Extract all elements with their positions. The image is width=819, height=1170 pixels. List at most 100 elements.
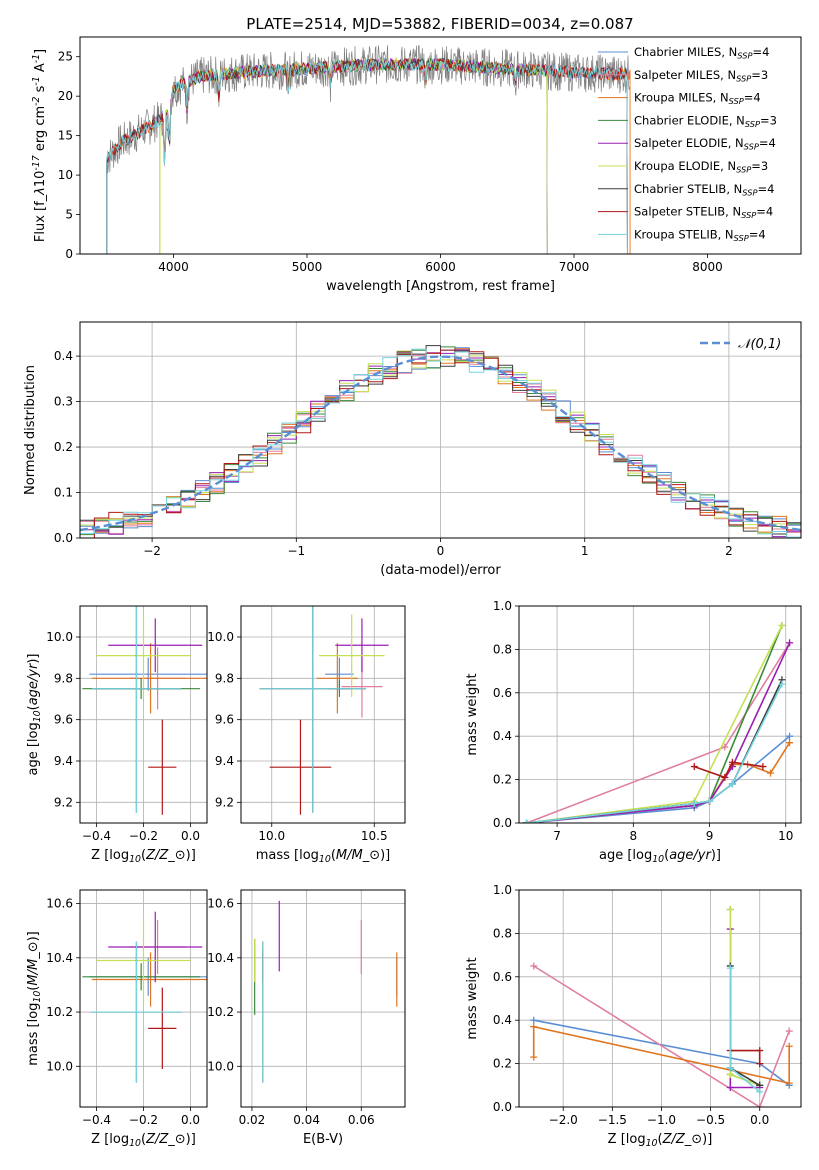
error-bar-point	[318, 614, 385, 697]
y-tick-label: 0.4	[493, 729, 512, 743]
y-tick-label: 1.0	[493, 883, 512, 897]
error-bar-point	[259, 606, 367, 813]
y-tick-label: 10.6	[46, 897, 73, 911]
x-tick-label: 10.0	[258, 829, 285, 843]
y-tick-label: 0.6	[493, 970, 512, 984]
y-tick-label: 0.0	[493, 1100, 512, 1114]
mass-weight-marker	[726, 906, 734, 914]
legend-entry: Chabrier MILES, NSSP=4	[634, 45, 769, 61]
histogram-steps	[80, 345, 801, 538]
error-bar-point	[108, 618, 203, 673]
x-tick-label: −0.2	[129, 829, 158, 843]
mass-weight-series	[532, 1025, 791, 1085]
x-tick-label: 5000	[292, 260, 323, 274]
legend-entry: 𝒩(0,1)	[738, 337, 781, 352]
y-tick-label: 9.4	[54, 754, 73, 768]
y-tick-label: 1.0	[493, 599, 512, 613]
figure-title: PLATE=2514, MJD=53882, FIBERID=0034, z=0…	[246, 15, 633, 33]
mass-weight-marker	[690, 799, 698, 807]
mass-weight-marker	[530, 1053, 538, 1061]
x-tick-label: 0.06	[348, 1113, 375, 1127]
y-tick-label: 9.8	[215, 671, 234, 685]
y-tick-label: 0	[65, 247, 73, 261]
legend-entry: Chabrier STELIB, NSSP=4	[634, 182, 774, 198]
mass-weight-marker	[523, 819, 531, 823]
y-tick-label: 0.6	[493, 686, 512, 700]
y-tick-label: 9.6	[54, 713, 73, 727]
age-vs-mass-panel: 10.0 10.5 9.2 9.4 9.6 9.8 10.0 mass [log10(M/M_…	[207, 605, 406, 865]
x-tick-label: 0.02	[239, 1113, 266, 1127]
x-tick-label: 6000	[425, 260, 456, 274]
mass-weight-series	[694, 761, 764, 779]
x-axis-label: (data-model)/error	[380, 563, 501, 578]
y-tick-label: 10.2	[207, 1005, 234, 1019]
mass-weight-marker	[786, 739, 794, 747]
mass-vs-Z-panel: −0.4 −0.2 0.0 10.0 10.2 10.4 10.6 Z [log10(Z/Z_…	[26, 889, 208, 1149]
spectrum-panel: 4000 5000 6000 7000 8000 0 5 10 15 20 25 wavelength…	[31, 36, 802, 294]
x-tick-label: −1	[287, 544, 305, 558]
mass-weight-marker	[726, 1083, 734, 1091]
error-bar-point	[96, 917, 191, 1004]
y-tick-label: 15	[58, 129, 73, 143]
error-bar-point	[96, 614, 191, 697]
x-axis-label: mass [log10(M/M_⊙)]	[256, 848, 391, 865]
y-tick-label: 9.2	[215, 795, 234, 809]
x-tick-label: 10	[778, 829, 793, 843]
mass-weight-marker	[756, 1060, 764, 1068]
axes-frame	[518, 605, 802, 824]
mass-weight-marker	[530, 962, 538, 970]
x-tick-label: 1	[581, 544, 589, 558]
residuals-legend: 𝒩(0,1)	[700, 337, 781, 352]
y-tick-label: 9.8	[54, 671, 73, 685]
mass-weight-vs-age-panel: 7 8 9 10 0.0 0.2 0.4 0.6 0.8 1.0 age [log10(age/yr…	[465, 599, 802, 865]
x-tick-label: 2	[725, 544, 733, 558]
x-tick-label: −2	[143, 544, 161, 558]
y-axis-label: Flux [f_λ10-17 erg cm-2 s-1 A-1]	[31, 49, 48, 242]
y-tick-label: 5	[65, 208, 73, 222]
mass-weight-marker	[690, 763, 698, 771]
mass-weight-series	[526, 625, 783, 823]
y-tick-label: 10.6	[207, 897, 234, 911]
mass-weight-vs-Z-panel: −2.0 −1.5 −1.0 −0.5 0.0 0.0 0.2 0.4 0.6 0.8 1.0 Z […	[465, 883, 802, 1149]
x-tick-label: 10.5	[361, 829, 388, 843]
y-tick-label: 0.2	[54, 440, 73, 454]
y-tick-label: 0.3	[54, 395, 73, 409]
y-tick-label: 10.2	[46, 1005, 73, 1019]
mass-weight-marker	[726, 964, 734, 972]
y-axis-label: mass weight	[465, 673, 480, 755]
mass-weight-marker	[786, 639, 794, 647]
y-tick-label: 20	[58, 89, 73, 103]
x-tick-label: 0.0	[181, 829, 200, 843]
y-tick-label: 0.8	[493, 642, 512, 656]
legend-entry: Kroupa STELIB, NSSP=4	[634, 227, 766, 243]
x-axis-label: wavelength [Angstrom, rest frame]	[326, 279, 555, 294]
y-tick-label: 0.2	[493, 1057, 512, 1071]
error-bar-point	[316, 643, 358, 714]
y-tick-label: 0.0	[493, 816, 512, 830]
mass-weight-marker	[721, 773, 729, 781]
mass-weight-marker	[785, 1042, 793, 1050]
mass-weight-marker	[767, 769, 775, 777]
y-axis-label: Normed distribution	[23, 365, 38, 495]
x-tick-label: 7	[553, 829, 561, 843]
mass-weight-marker	[756, 1103, 764, 1107]
error-bar-point	[108, 911, 203, 983]
y-tick-label: 25	[58, 50, 73, 64]
x-tick-label: 8	[630, 829, 638, 843]
mass-weight-marker	[778, 622, 786, 630]
mass-weight-marker	[785, 1079, 793, 1087]
legend-entry: Salpeter ELODIE, NSSP=4	[634, 136, 776, 152]
mass-weight-marker	[756, 1081, 764, 1089]
y-tick-label: 0.4	[54, 349, 73, 363]
age-vs-Z-panel: −0.4 −0.2 0.0 9.2 9.4 9.6 9.8 10.0 Z [log10(Z/Z_…	[26, 605, 208, 865]
y-axis-label: age [log10(age/yr)]	[26, 653, 43, 775]
mass-weight-marker	[721, 743, 729, 751]
x-tick-label: −1.5	[598, 1113, 627, 1127]
model-spectrum-line	[106, 58, 628, 254]
x-axis-label: Z [log10(Z/Z_⊙)]	[608, 1132, 713, 1149]
x-tick-label: 0.0	[181, 1113, 200, 1127]
y-tick-label: 10	[58, 168, 73, 182]
normal-reference-curve	[80, 355, 801, 532]
error-bar-point	[148, 987, 177, 1070]
